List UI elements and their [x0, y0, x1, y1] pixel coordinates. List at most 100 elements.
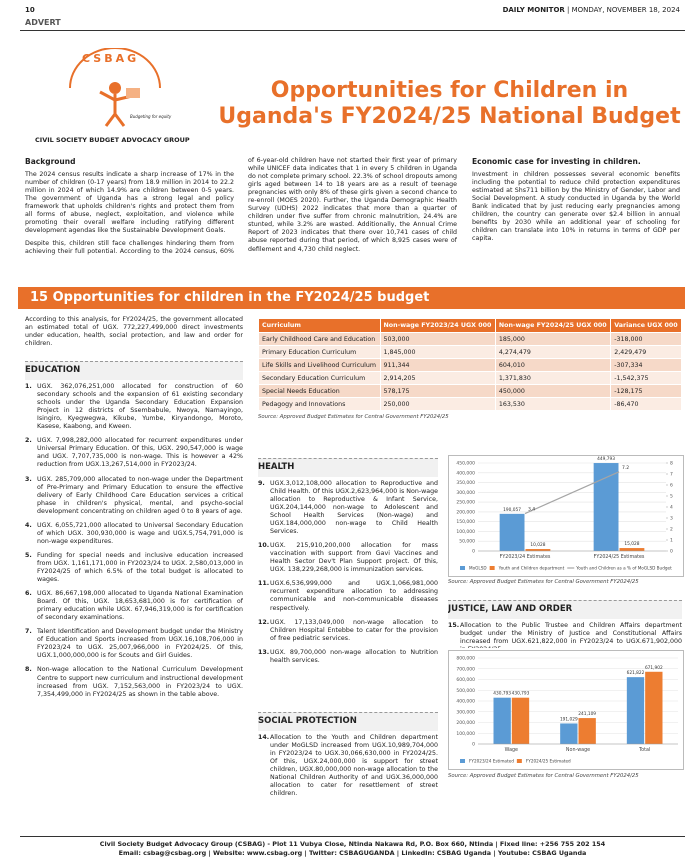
item-number: 6. [25, 590, 32, 598]
item-text: UGX. 89,700,000 non-wage allocation to N… [270, 648, 438, 664]
list-item: 3. UGX. 285,709,000 allocated to non-wage… [25, 476, 243, 516]
table-cell: 604,010 [494, 358, 612, 372]
intro: According to this analysis, for FY2024/2… [25, 316, 243, 348]
y-tick-label: 450,000 [456, 461, 475, 467]
footer: Civil Society Budget Advocacy Group (CSB… [20, 840, 685, 858]
bar [511, 697, 530, 744]
org-name: CIVIL SOCIETY BUDGET ADVOCACY GROUP [35, 136, 190, 144]
date: | MONDAY, NOVEMBER 18, 2024 [567, 6, 680, 14]
y-tick-label: 400,000 [456, 470, 475, 476]
table-cell: 4,274,479 [494, 345, 612, 359]
item-text: UGX. 362,076,251,000 allocated for const… [37, 383, 243, 431]
table-cell: -1,542,375 [610, 371, 682, 385]
item-number: 14. [258, 733, 270, 741]
item-number: 12. [258, 618, 270, 626]
table-cell: 1,845,000 [379, 345, 496, 359]
social-column: SOCIAL PROTECTION 14. Allocation to the Y… [258, 712, 438, 842]
plot-frame [448, 455, 684, 577]
list-item: 10. UGX. 215,910,200,000 allocation for m… [258, 542, 438, 574]
item-text: Allocation to the Public Trustee and Chi… [460, 621, 682, 648]
paper-name: DAILY MONITOR [502, 6, 565, 14]
y-tick-label: 400,000 [456, 699, 475, 705]
y2-tick-label: 4 [670, 505, 673, 511]
social-heading: SOCIAL PROTECTION [258, 712, 438, 731]
table-cell: 450,000 [494, 384, 612, 398]
y-tick-label: 300,000 [456, 709, 475, 715]
item-text: Talent Identification and Development bu… [37, 628, 243, 660]
item-number: 10. [258, 542, 270, 550]
value-label: 10,028 [530, 542, 545, 548]
legend-swatch [516, 759, 522, 763]
bar [578, 718, 596, 744]
column-header: Non-wage FY2023/24 UGX 000 [379, 318, 496, 333]
y2-tick-label: 3 [670, 516, 673, 522]
background-heading: Background [25, 157, 76, 166]
bar [499, 513, 525, 551]
table-header: Curriculum Non-wage FY2023/24 UGX 000 Non-… [258, 318, 682, 333]
background: Background The 2024 census results indic… [25, 157, 457, 285]
y-tick-label: 100,000 [456, 529, 475, 535]
value-label: 449,793 [597, 456, 615, 462]
legend-swatch [489, 566, 495, 570]
value-label: 430,793 [493, 691, 511, 697]
column-header: Curriculum [258, 318, 381, 333]
economic-case: Economic case for investing in children.… [472, 157, 680, 285]
bar [593, 463, 619, 551]
health-column: HEALTH 9. UGX.3,012,108,000 allocation to… [258, 458, 438, 708]
table-cell: Secondary Education Curriculum [258, 371, 381, 385]
logo-head [109, 82, 121, 94]
table-row: Life Skills and Livelihood Curriculum 911… [258, 358, 682, 372]
table-cell: 2,914,205 [379, 371, 496, 385]
social-list: 14. Allocation to the Youth and Children … [258, 734, 438, 798]
health-list: 9. UGX.3,012,108,000 allocation to Reprod… [258, 480, 438, 665]
curriculum-table: Curriculum Non-wage FY2023/24 UGX 000 Non-… [258, 318, 682, 411]
item-number: 15. [448, 621, 460, 629]
item-text: UGX. 86,667,198,000 allocated to Uganda … [37, 590, 243, 622]
item-number: 13. [258, 648, 270, 656]
table-row: Secondary Education Curriculum 2,914,205 1… [258, 371, 682, 385]
table-cell: 185,000 [494, 332, 612, 346]
table-cell: Primary Education Curriculum [258, 345, 381, 359]
item-number: 3. [25, 475, 32, 483]
economic-text: Investment in children possesses several… [472, 171, 680, 243]
chart-justice-budget: 0 100,000 200,000 300,000 400,000 500,000 600,… [448, 650, 684, 770]
table-cell: Early Childhood Care and Education [258, 332, 381, 346]
item-text: Allocation to the Youth and Children dep… [270, 733, 438, 798]
masthead: DAILY MONITOR | MONDAY, NOVEMBER 18, 202… [503, 6, 680, 14]
table-cell: -128,175 [610, 384, 682, 398]
item-text: Funding for special needs and inclusive … [37, 551, 243, 584]
value-label: 191,029 [560, 716, 578, 722]
legend-label: Youth and Children department [498, 566, 565, 571]
table-cell: Pedagogy and Innovations [258, 397, 381, 411]
y-tick-label: 150,000 [456, 519, 475, 525]
paragraph: The 2024 census results indicate a sharp… [25, 170, 234, 234]
table-cell: 2,429,479 [610, 345, 682, 359]
logo-figure [99, 90, 133, 127]
item-text: UGX. 7,998,282,000 allocated for recurre… [37, 437, 243, 469]
justice-list: 15. Allocation to the Public Trustee and … [448, 622, 682, 648]
legend-label: FY2024/25 Estimated [526, 759, 571, 764]
legend-label: Youth and Children as a % of MoGLSD Budg… [575, 566, 672, 571]
list-item: 8. Non-wage allocation to the National Cu… [25, 666, 243, 698]
table-cell: 578,175 [379, 384, 496, 398]
y2-tick-label: 2 [670, 527, 673, 533]
table-row: Primary Education Curriculum 1,845,000 4,2… [258, 345, 682, 359]
list-item: 4. UGX. 6,055,721,000 allocated to Univer… [25, 522, 243, 546]
item-text: UGX. 17,133,049,000 non-wage allocation … [270, 618, 438, 642]
paragraph: Investment in children possesses several… [472, 170, 680, 242]
y-tick-label: 200,000 [456, 509, 475, 515]
item-text: UGX. 215,910,200,000 allocation for mass… [270, 542, 438, 574]
list-item: 1. UGX. 362,076,251,000 allocated for con… [25, 383, 243, 431]
legend-swatch [460, 566, 465, 570]
y2-tick-label: 5 [670, 494, 673, 500]
y2-tick-label: 6 [670, 483, 673, 489]
item-text: UGX. 285,709,000 allocated to non-wage u… [37, 475, 243, 515]
bar [645, 671, 663, 744]
left-column: According to this analysis, for FY2024/2… [25, 316, 243, 841]
section-label: ADVERT [25, 18, 61, 27]
banner: 15 Opportunities for children in the FY2… [18, 287, 685, 309]
value-label: 430,793 [512, 691, 530, 697]
list-item: 7. Talent Identification and Development … [25, 628, 243, 660]
item-number: 7. [25, 628, 32, 636]
